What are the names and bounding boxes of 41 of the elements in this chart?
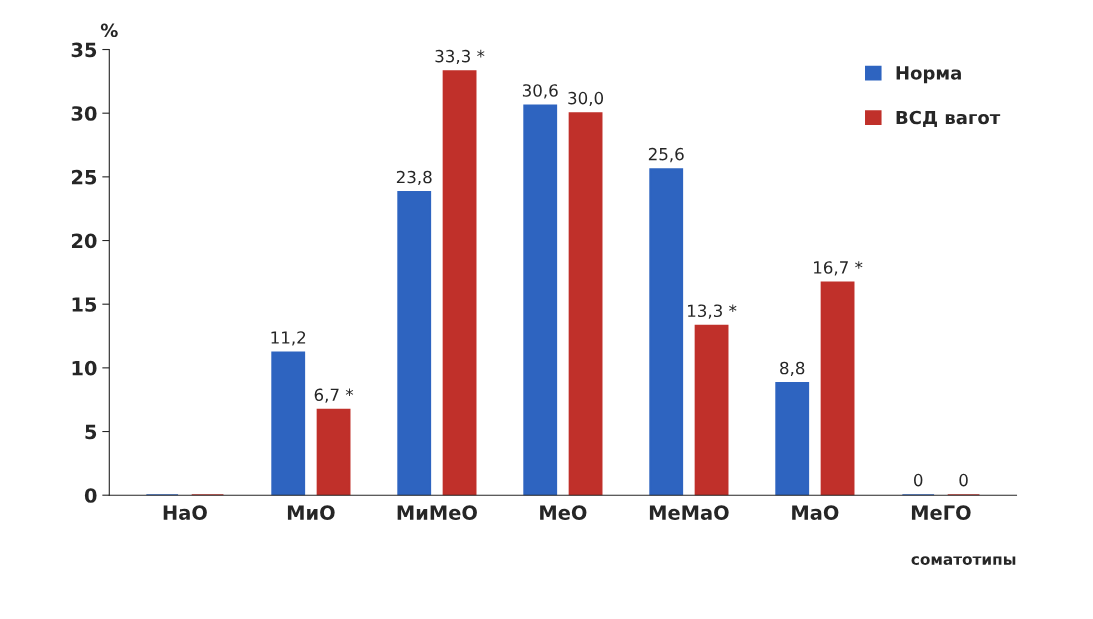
data-label: 30,6 xyxy=(522,84,558,99)
y-tick-label: 20 xyxy=(71,233,97,249)
y-tick-label: 0 xyxy=(84,488,97,503)
x-tick-label: МиМеО xyxy=(397,505,477,520)
x-tick-label: МаО xyxy=(792,505,839,520)
x-tick-label: МеМаО xyxy=(649,505,729,520)
data-label: 33,3 * xyxy=(435,49,485,65)
x-axis-title: соматотипы xyxy=(911,556,1016,565)
bar xyxy=(649,168,684,496)
y-tick-label: 5 xyxy=(85,424,97,440)
y-axis-title: % xyxy=(100,23,118,38)
data-label: 0 xyxy=(959,473,968,487)
data-label: 25,6 xyxy=(648,147,684,163)
data-label: 23,8 xyxy=(396,170,432,186)
bar xyxy=(316,408,351,496)
data-label: 30,0 xyxy=(568,91,604,107)
data-label: 11,2 xyxy=(271,331,306,346)
y-tick-label: 30 xyxy=(71,106,97,121)
data-label: 8,8 xyxy=(780,361,805,377)
x-tick-label: МеО xyxy=(540,505,587,520)
data-label: 16,7 * xyxy=(814,261,863,276)
bar xyxy=(442,70,477,496)
y-tick-label: 10 xyxy=(72,360,97,376)
y-tick-label: 15 xyxy=(72,297,97,312)
bar xyxy=(820,281,855,496)
data-label: 13,3 * xyxy=(688,304,737,319)
bar xyxy=(271,351,306,496)
y-tick-label: 25 xyxy=(71,169,97,185)
x-tick-label: НаО xyxy=(163,505,207,520)
data-label: 6,7 * xyxy=(314,388,354,403)
bar xyxy=(397,191,432,496)
y-tick-label: 35 xyxy=(71,42,97,58)
x-tick-label: МеГО xyxy=(911,505,971,520)
bar xyxy=(775,382,810,496)
bar xyxy=(568,112,603,496)
x-tick-label: МиО xyxy=(287,505,335,520)
legend-label: ВСД вагот xyxy=(896,110,1001,127)
legend-label: Норма xyxy=(896,66,961,84)
data-label: 0 xyxy=(914,473,923,487)
bar xyxy=(694,324,729,496)
bar xyxy=(523,104,558,496)
